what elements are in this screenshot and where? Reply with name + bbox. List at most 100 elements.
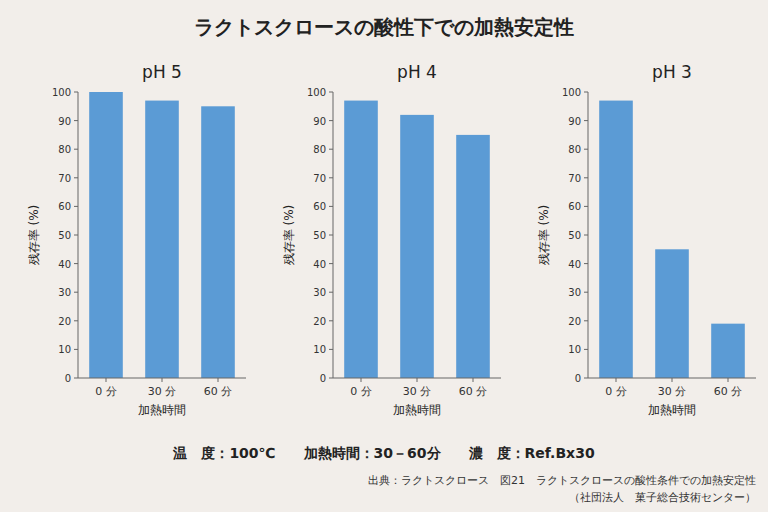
y-tick (329, 149, 333, 150)
figure-title: ラクトスクロースの酸性下での加熱安定性 (194, 15, 574, 39)
subtitle: 温 度：100℃ 加熱時間：30－60分 濃 度：Ref.Bx30 (172, 445, 595, 461)
bar (201, 106, 235, 378)
y-tick (329, 120, 333, 121)
y-tick-label: 90 (313, 116, 326, 127)
y-tick-label: 30 (313, 287, 326, 298)
y-tick-label: 50 (313, 230, 326, 241)
y-tick-label: 60 (58, 201, 71, 212)
x-tick (162, 378, 163, 382)
y-tick-label: 40 (313, 259, 326, 270)
y-axis-label: 残存率 (%) (537, 205, 551, 266)
x-tick-label: 60 分 (459, 385, 488, 398)
y-tick (329, 92, 333, 93)
y-tick (584, 92, 588, 93)
x-tick (417, 378, 418, 382)
bars (344, 101, 490, 378)
y-tick-label: 20 (313, 316, 326, 327)
y-tick-label: 70 (58, 173, 71, 184)
y-tick (74, 378, 78, 379)
y-tick-label: 80 (313, 144, 326, 155)
panel-title: pH 4 (397, 62, 437, 82)
y-tick (329, 292, 333, 293)
y-tick-label: 50 (568, 230, 581, 241)
x-tick (728, 378, 729, 382)
y-tick (584, 149, 588, 150)
x-tick-label: 60 分 (714, 385, 743, 398)
panel-title: pH 5 (142, 62, 182, 82)
y-tick (74, 292, 78, 293)
x-tick-label: 30 分 (658, 385, 687, 398)
y-tick (584, 206, 588, 207)
y-tick (584, 120, 588, 121)
y-tick (329, 349, 333, 350)
y-tick (584, 349, 588, 350)
x-tick-label: 0 分 (350, 385, 372, 398)
y-tick-label: 100 (307, 87, 326, 98)
y-tick-label: 30 (58, 287, 71, 298)
y-tick (329, 177, 333, 178)
y-tick (74, 235, 78, 236)
y-tick-label: 10 (568, 344, 581, 355)
y-tick (329, 235, 333, 236)
y-tick-label: 50 (58, 230, 71, 241)
x-tick (106, 378, 107, 382)
y-tick-label: 70 (313, 173, 326, 184)
bar (655, 249, 689, 378)
x-tick (672, 378, 673, 382)
y-tick-label: 60 (568, 201, 581, 212)
y-tick-label: 10 (313, 344, 326, 355)
x-tick-label: 0 分 (95, 385, 117, 398)
y-tick (74, 177, 78, 178)
y-tick-label: 0 (320, 373, 326, 384)
bar (456, 135, 490, 378)
bar (145, 101, 179, 378)
y-tick (329, 263, 333, 264)
y-axis-label: 残存率 (%) (282, 205, 296, 266)
y-tick (74, 206, 78, 207)
panel: pH 501020304050607080901000 分30 分60 分加熱時… (27, 62, 246, 417)
y-tick-label: 60 (313, 201, 326, 212)
x-tick (218, 378, 219, 382)
y-tick-label: 40 (568, 259, 581, 270)
y-tick (74, 149, 78, 150)
y-tick (329, 378, 333, 379)
panel: pH 4 0 10 20 30 40 50 60 70 80 90 100 0 分 30 分 60 分加熱時… (282, 62, 501, 417)
y-tick (584, 177, 588, 178)
x-tick (616, 378, 617, 382)
y-tick-label: 0 (65, 373, 71, 384)
y-tick-label: 20 (568, 316, 581, 327)
y-tick-label: 70 (568, 173, 581, 184)
x-axis-label: 加熱時間 (648, 403, 696, 417)
y-tick (74, 120, 78, 121)
y-tick-label: 0 (575, 373, 581, 384)
y-tick (584, 235, 588, 236)
bars (599, 101, 745, 378)
x-axis-label: 加熱時間 (393, 403, 441, 417)
y-tick-label: 40 (58, 259, 71, 270)
bar (344, 101, 378, 378)
y-tick-label: 100 (52, 87, 71, 98)
y-tick-label: 30 (568, 287, 581, 298)
y-tick-label: 90 (58, 116, 71, 127)
x-tick (473, 378, 474, 382)
source-note: 出典：ラクトスクロース 図21 ラクトスクロースの酸性条件での加熱安定性 (368, 474, 756, 487)
y-tick-label: 80 (58, 144, 71, 155)
bar (711, 324, 745, 378)
x-tick-label: 30 分 (403, 385, 432, 398)
y-tick (584, 292, 588, 293)
bars (89, 92, 235, 378)
y-axis-label: 残存率 (%) (27, 205, 41, 266)
chart-root: ラクトスクロースの酸性下での加熱安定性 pH 5 0 10 20 30 40 50 60 70 80… (0, 0, 768, 512)
y-tick (329, 206, 333, 207)
y-tick (74, 263, 78, 264)
y-tick-label: 90 (568, 116, 581, 127)
panel: pH 301020304050607080901000 分30 分60 分加熱時… (537, 62, 756, 417)
y-tick-label: 10 (58, 344, 71, 355)
x-tick-label: 60 分 (204, 385, 233, 398)
y-tick (584, 320, 588, 321)
bar (599, 101, 633, 378)
x-tick-label: 30 分 (148, 385, 177, 398)
source-note: （社団法人 菓子総合技術センター） (569, 491, 756, 504)
x-tick-label: 0 分 (605, 385, 627, 398)
y-tick (584, 263, 588, 264)
